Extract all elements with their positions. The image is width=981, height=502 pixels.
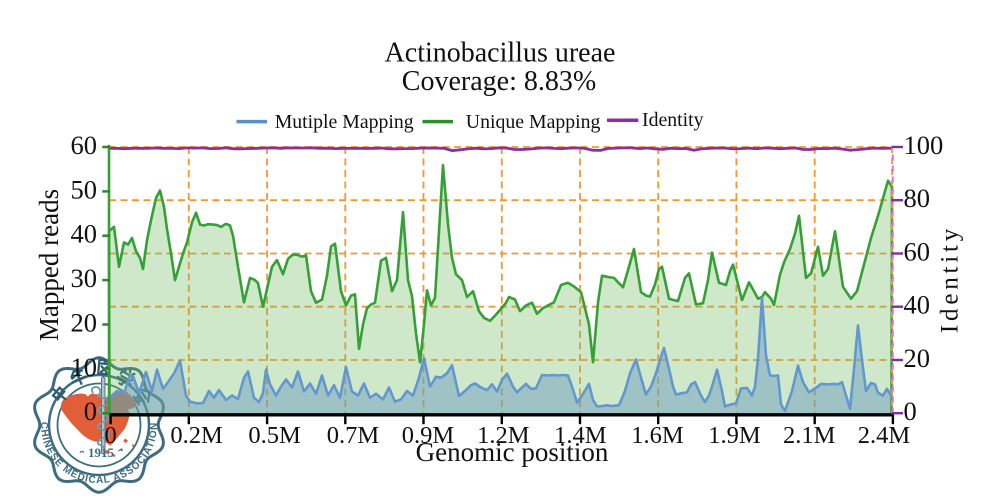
svg-text:100: 100 bbox=[904, 130, 944, 160]
svg-text:1.6M: 1.6M bbox=[631, 422, 684, 449]
svg-text:Unique Mapping: Unique Mapping bbox=[466, 111, 601, 133]
svg-text:2.1M: 2.1M bbox=[783, 422, 836, 449]
svg-text:80: 80 bbox=[904, 183, 931, 213]
svg-text:Coverage: 8.83%: Coverage: 8.83% bbox=[402, 66, 596, 97]
svg-text:Mutiple Mapping: Mutiple Mapping bbox=[275, 111, 414, 133]
svg-text:40: 40 bbox=[904, 290, 931, 320]
svg-text:50: 50 bbox=[71, 174, 98, 204]
svg-text:0: 0 bbox=[904, 396, 917, 426]
svg-text:2.4M: 2.4M bbox=[858, 422, 911, 449]
svg-text:Actinobacillus ureae: Actinobacillus ureae bbox=[385, 38, 616, 69]
svg-text:0.7M: 0.7M bbox=[327, 422, 380, 449]
svg-text:20: 20 bbox=[904, 343, 931, 373]
svg-text:1.4M: 1.4M bbox=[554, 422, 607, 449]
svg-text:Identity: Identity bbox=[937, 225, 964, 333]
svg-text:Identity: Identity bbox=[642, 109, 704, 131]
svg-text:0: 0 bbox=[104, 422, 116, 449]
svg-text:1.2M: 1.2M bbox=[477, 422, 530, 449]
svg-text:0.2M: 0.2M bbox=[170, 422, 223, 449]
svg-text:0: 0 bbox=[84, 396, 97, 426]
svg-text:1.9M: 1.9M bbox=[708, 422, 761, 449]
svg-text:1915: 1915 bbox=[88, 445, 115, 460]
svg-text:30: 30 bbox=[71, 263, 98, 293]
svg-text:10: 10 bbox=[71, 352, 98, 382]
svg-text:0.9M: 0.9M bbox=[402, 422, 455, 449]
svg-text:60: 60 bbox=[71, 130, 98, 160]
svg-text:Mapped reads: Mapped reads bbox=[34, 189, 64, 341]
svg-text:20: 20 bbox=[71, 308, 98, 338]
svg-text:60: 60 bbox=[904, 237, 931, 267]
svg-text:40: 40 bbox=[71, 219, 98, 249]
svg-text:0.5M: 0.5M bbox=[248, 422, 301, 449]
svg-text:Genomic position: Genomic position bbox=[416, 437, 609, 467]
